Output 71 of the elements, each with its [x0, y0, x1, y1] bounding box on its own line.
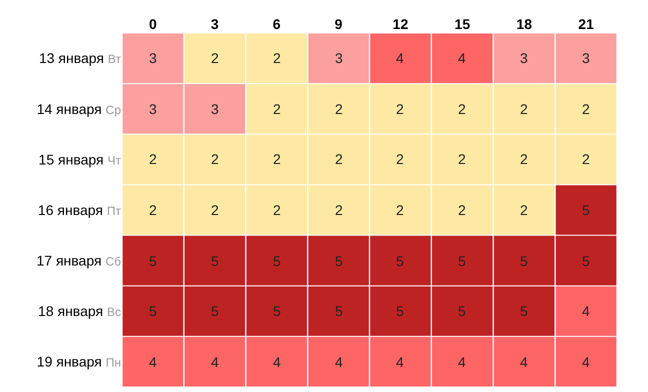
- x-tick-label: 18: [516, 16, 532, 32]
- data-label: 2: [273, 151, 281, 167]
- y-tick-label: 16 января Пт: [38, 202, 122, 218]
- data-label: 5: [273, 303, 281, 319]
- data-label: 2: [335, 202, 343, 218]
- data-label: 2: [520, 202, 528, 218]
- data-label: 4: [149, 354, 157, 370]
- data-label: 5: [396, 253, 404, 269]
- y-tick-label: 19 января Пн: [36, 354, 121, 370]
- y-tick-label: 13 января Вт: [38, 50, 122, 66]
- x-tick-label: 9: [334, 16, 343, 32]
- data-label: 3: [582, 50, 590, 66]
- data-label: 3: [335, 50, 343, 66]
- data-label: 5: [211, 303, 219, 319]
- data-label: 4: [273, 354, 281, 370]
- data-label: 2: [582, 101, 590, 117]
- data-label: 4: [396, 354, 404, 370]
- data-label: 3: [149, 101, 157, 117]
- x-tick-label: 15: [454, 16, 470, 32]
- data-label: 2: [273, 202, 281, 218]
- data-label: 3: [520, 50, 528, 66]
- y-tick-label: 14 января Ср: [36, 100, 122, 117]
- data-label: 2: [458, 101, 466, 117]
- data-label: 2: [335, 101, 343, 117]
- data-label: 2: [520, 101, 528, 117]
- data-label: 2: [458, 151, 466, 167]
- data-label: 2: [211, 202, 219, 218]
- data-label: 2: [273, 50, 281, 66]
- data-label: 4: [211, 354, 219, 370]
- data-label: 2: [396, 151, 404, 167]
- data-label: 5: [582, 253, 590, 269]
- data-label: 4: [335, 354, 343, 370]
- y-tick-label: 18 января Вс: [38, 303, 121, 320]
- data-label: 4: [582, 303, 590, 319]
- data-label: 3: [149, 50, 157, 66]
- data-label: 4: [582, 354, 590, 370]
- data-label: 5: [273, 253, 281, 269]
- data-label: 5: [458, 303, 466, 319]
- x-tick-label: 6: [272, 16, 281, 32]
- data-label: 5: [396, 303, 404, 319]
- data-label: 5: [520, 253, 528, 269]
- data-label: 2: [211, 151, 219, 167]
- data-label: 5: [520, 303, 528, 319]
- data-label: 2: [335, 151, 343, 167]
- data-label: 5: [458, 253, 466, 269]
- data-label: 3: [211, 101, 219, 117]
- data-label: 5: [149, 253, 157, 269]
- data-label: 5: [149, 303, 157, 319]
- data-label: 5: [582, 202, 590, 218]
- data-label: 5: [335, 253, 343, 269]
- x-tick-label: 12: [392, 16, 408, 32]
- x-tick-label: 21: [578, 16, 594, 32]
- data-label: 4: [396, 50, 404, 66]
- data-label: 2: [458, 202, 466, 218]
- data-label: 2: [149, 202, 157, 218]
- data-label: 2: [520, 151, 528, 167]
- data-label: 2: [211, 50, 219, 66]
- data-label: 2: [396, 101, 404, 117]
- data-label: 5: [335, 303, 343, 319]
- data-label: 4: [458, 354, 466, 370]
- y-tick-label: 15 января Чт: [38, 151, 122, 168]
- data-label: 5: [211, 253, 219, 269]
- y-tick-label: 17 января Сб: [36, 252, 122, 268]
- data-label: 2: [582, 151, 590, 167]
- x-tick-label: 0: [149, 16, 158, 32]
- data-label: 2: [396, 202, 404, 218]
- data-label: 4: [520, 354, 528, 370]
- data-label: 4: [458, 50, 466, 66]
- data-label: 2: [149, 151, 157, 167]
- x-tick-label: 3: [210, 16, 219, 32]
- data-label: 2: [273, 101, 281, 117]
